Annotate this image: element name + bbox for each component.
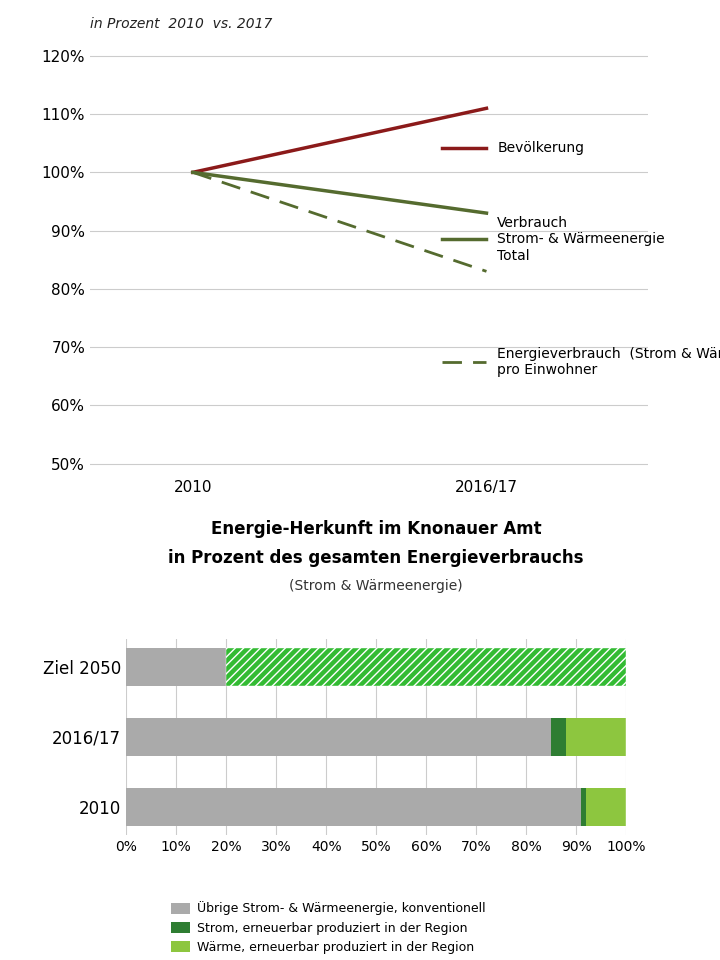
Bar: [126, 648, 226, 686]
Text: Bevölkerung: Bevölkerung: [498, 140, 585, 155]
Bar: [586, 788, 626, 827]
Text: in Prozent des gesamten Energieverbrauchs: in Prozent des gesamten Energieverbrauch…: [168, 548, 584, 566]
Bar: [552, 718, 567, 756]
Bar: [567, 718, 626, 756]
Legend: Übrige Strom- & Wärmeenergie, konventionell, Strom, erneuerbar produziert in der: Übrige Strom- & Wärmeenergie, konvention…: [166, 897, 587, 960]
Bar: [126, 718, 552, 756]
Text: Energieverbrauch  (Strom & Wärme)
pro Einwohner: Energieverbrauch (Strom & Wärme) pro Ein…: [498, 347, 720, 376]
Bar: [226, 648, 626, 686]
Text: Verbrauch
Strom- & Wärmeenergie
Total: Verbrauch Strom- & Wärmeenergie Total: [498, 216, 665, 262]
Text: Energie-Herkunft im Knonauer Amt: Energie-Herkunft im Knonauer Amt: [211, 520, 541, 538]
Text: in Prozent  2010  vs. 2017: in Prozent 2010 vs. 2017: [90, 16, 272, 31]
Bar: [126, 788, 581, 827]
Bar: [581, 788, 586, 827]
Text: (Strom & Wärmeenergie): (Strom & Wärmeenergie): [289, 579, 463, 592]
